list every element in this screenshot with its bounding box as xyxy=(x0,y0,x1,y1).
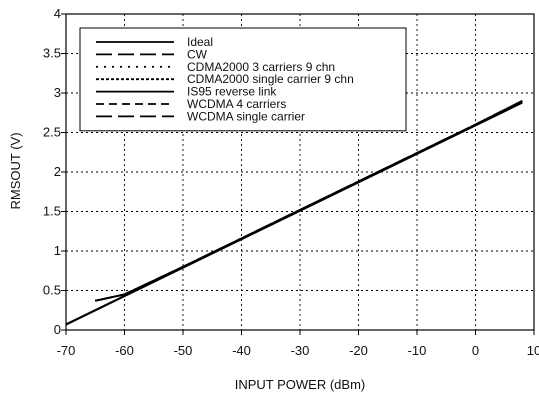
x-tick-label: 10 xyxy=(527,343,539,358)
series-lines xyxy=(65,100,523,326)
x-tick-label: -60 xyxy=(115,343,134,358)
legend-label: WCDMA single carrier xyxy=(187,109,305,123)
x-tick-label: -30 xyxy=(291,343,310,358)
legend-label: CDMA2000 single carrier 9 chn xyxy=(187,72,354,86)
y-tick-label: 3 xyxy=(54,85,61,100)
x-tick-label: -10 xyxy=(408,343,427,358)
y-tick-label: 0 xyxy=(54,322,61,337)
x-tick-label: -70 xyxy=(57,343,76,358)
x-tick-label: -40 xyxy=(232,343,251,358)
legend-label: Ideal xyxy=(187,35,213,49)
y-axis-title: RMSOUT (V) xyxy=(8,132,23,209)
y-tick-label: 0.5 xyxy=(43,283,61,298)
y-tick-label: 3.5 xyxy=(43,46,61,61)
legend-label: WCDMA 4 carriers xyxy=(187,97,286,111)
x-tick-label: -50 xyxy=(174,343,193,358)
y-tick-label: 1.5 xyxy=(43,204,61,219)
y-tick-label: 2.5 xyxy=(43,125,61,140)
y-tick-label: 1 xyxy=(54,243,61,258)
series-line-7 xyxy=(95,100,523,302)
legend-label: CDMA2000 3 carriers 9 chn xyxy=(187,60,335,74)
x-axis-title: INPUT POWER (dBm) xyxy=(235,377,366,392)
x-tick-label: -20 xyxy=(349,343,368,358)
y-tick-label: 4 xyxy=(54,6,61,21)
grid-lines xyxy=(66,14,534,330)
y-tick-label: 2 xyxy=(54,164,61,179)
legend-box xyxy=(79,27,407,132)
legend-label: CW xyxy=(187,47,208,61)
legend-label: IS95 reverse link xyxy=(187,85,277,99)
x-tick-label: 0 xyxy=(472,343,479,358)
axis-ticks: -70 -60 -50 -40 -30 -20 -10 0 10 0 0.5 1 1.5 2 2.5 3 3.5… xyxy=(43,6,539,358)
